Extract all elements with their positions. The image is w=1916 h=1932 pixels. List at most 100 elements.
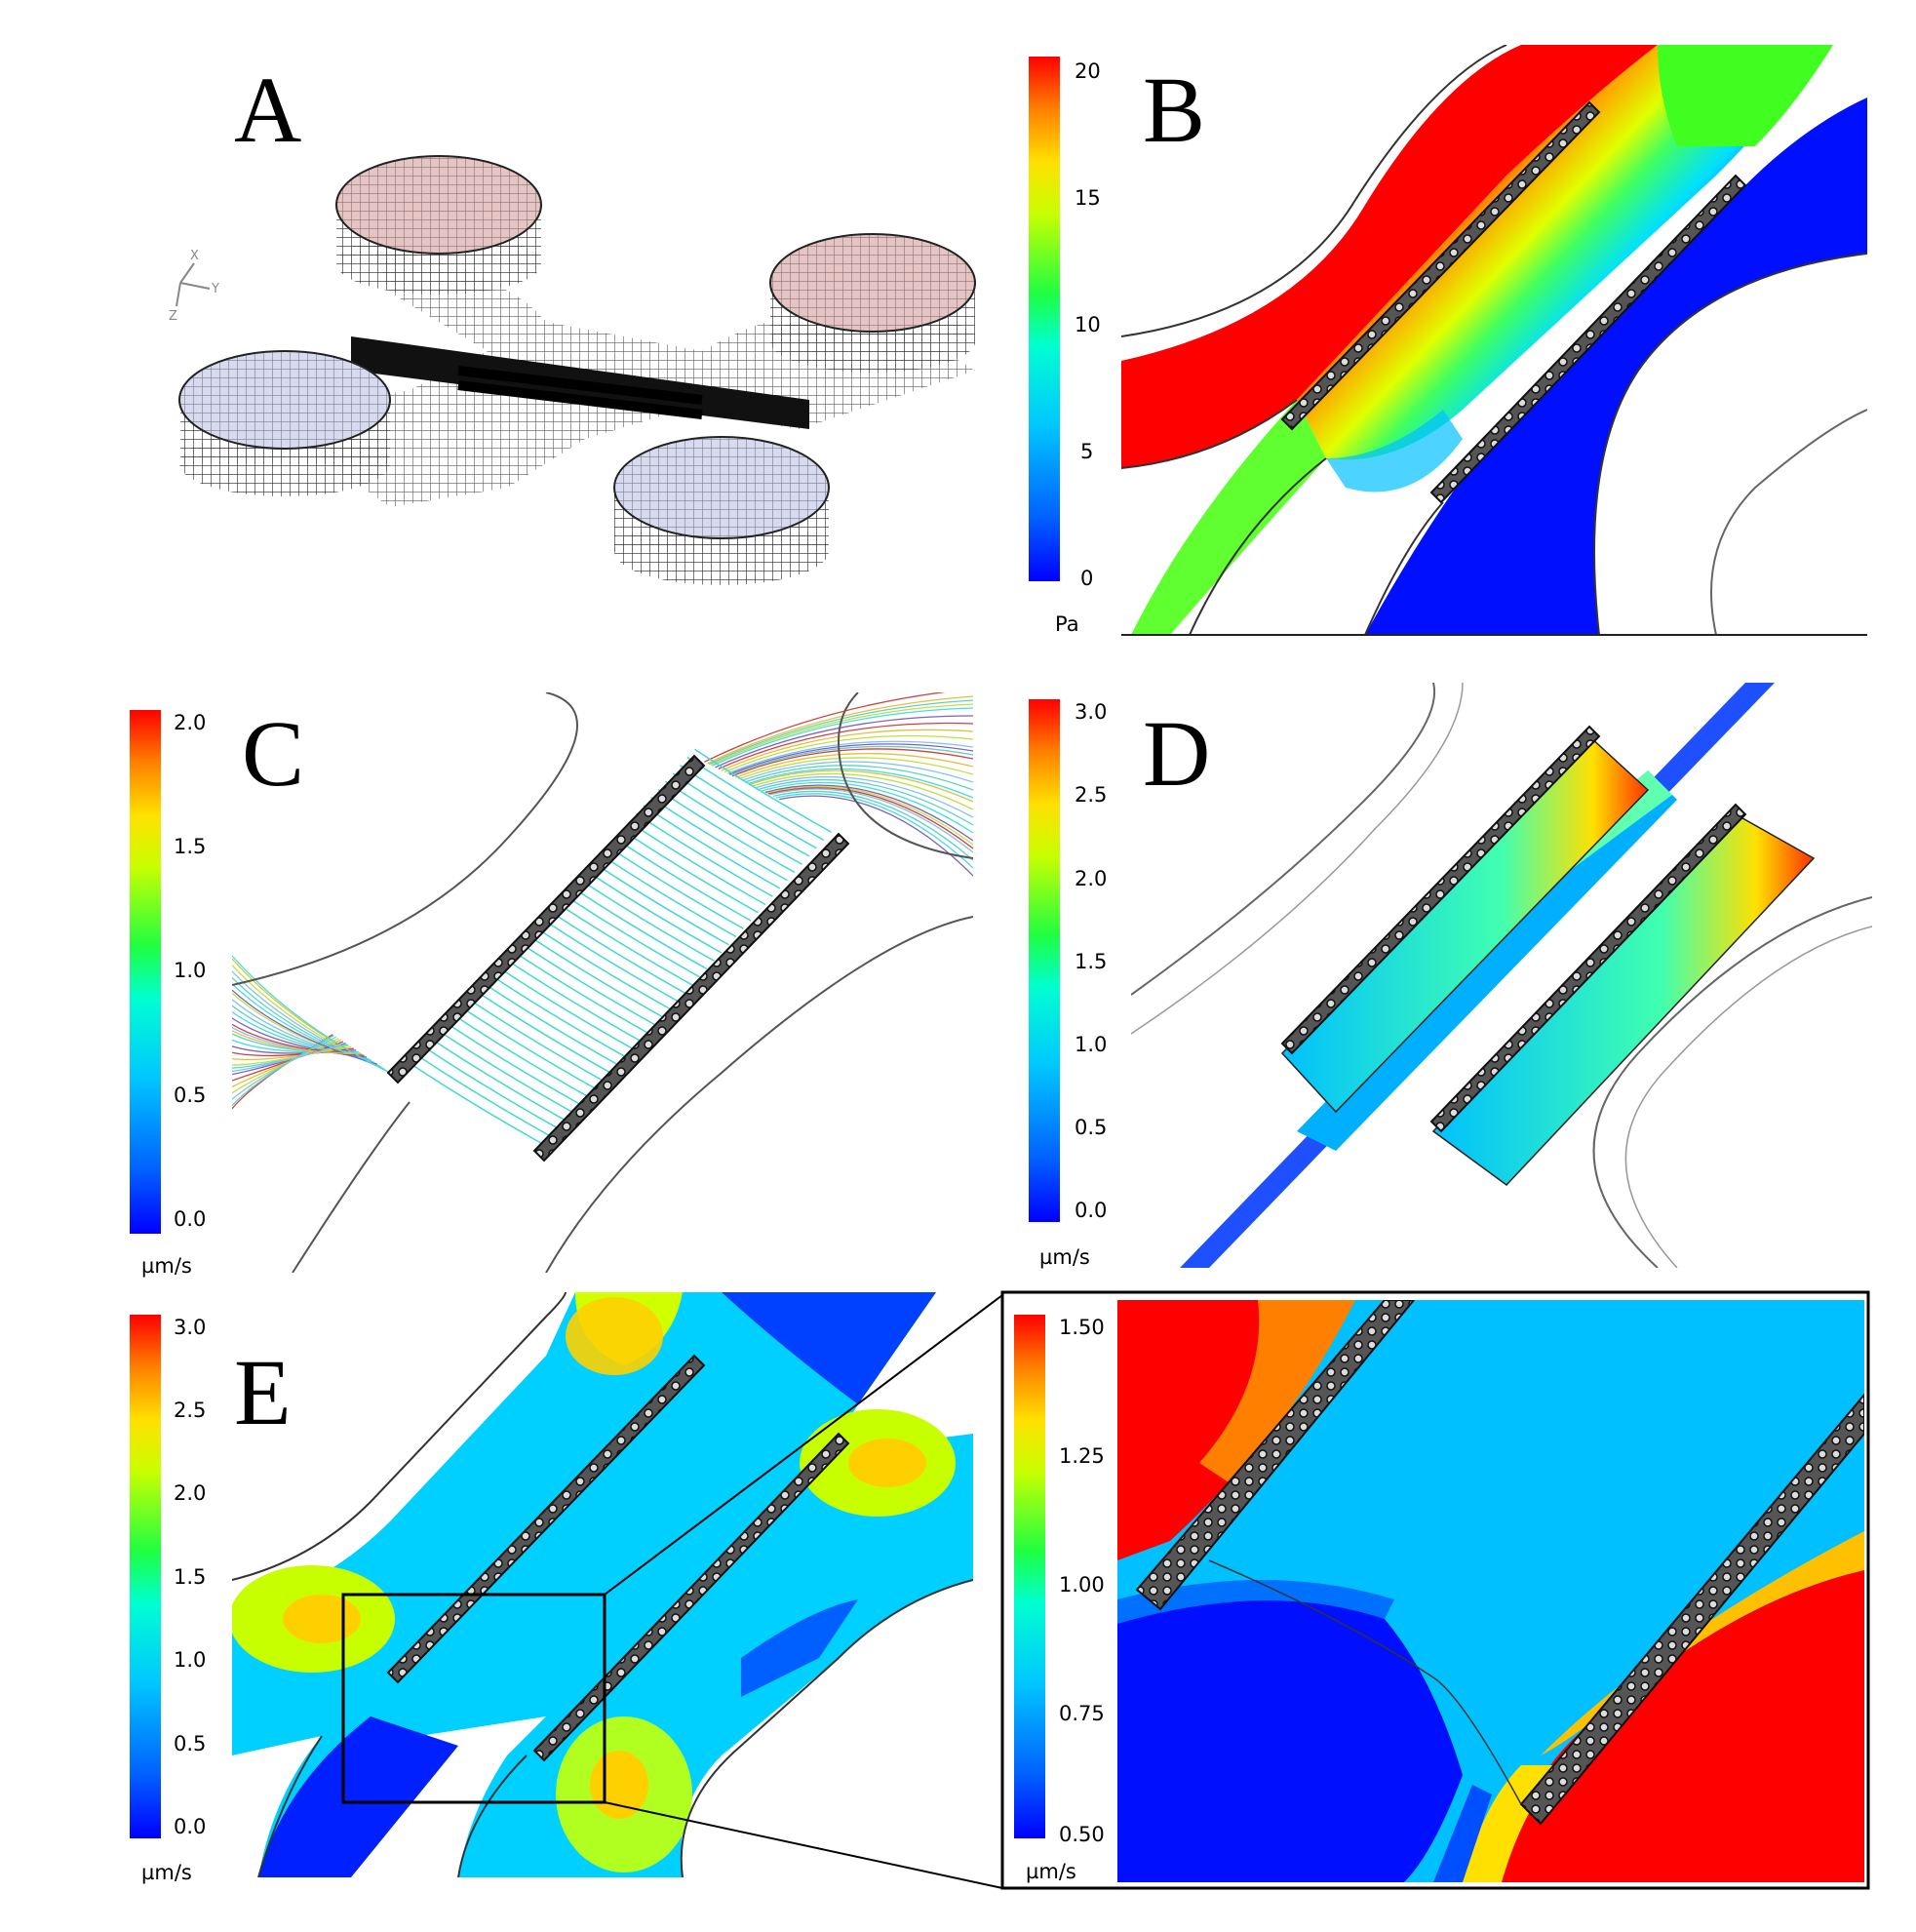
colorbar-e-tick: 2.5 [174,1399,206,1422]
panel-e-zoom: 1.50 1.25 1.00 0.75 0.50 µm/s [1000,1290,1870,1890]
streamline [694,748,832,833]
streamline [728,743,973,775]
zoomed-field [1117,1300,1864,1882]
streamline [599,852,737,938]
streamline [232,1043,347,1073]
colorbar-e-unit: µm/s [141,1861,192,1884]
colorbar-e-tick: 3.0 [174,1316,206,1339]
panel-a: A X Y Z [169,58,976,585]
panel-c: 2.0 1.5 1.0 0.5 0.0 µm/s C [130,692,973,1278]
streamline [569,885,708,970]
colorbar-b-unit: Pa [1055,612,1079,636]
streamline [759,778,973,826]
streamline [232,1035,334,1107]
streamline [232,1045,352,1061]
colorbar-e-tick: 1.5 [174,1565,206,1589]
axis-z-label: Z [169,309,177,324]
panel-label-a: A [234,58,301,162]
streamline [747,768,973,799]
streamline [715,715,973,769]
velocity-slices [1131,683,1872,1268]
streamline [232,955,391,1074]
colorbar-e-zoom-tick: 0.50 [1059,1823,1105,1846]
colorbar-c-tick: 1.0 [174,959,206,982]
streamline [672,772,810,857]
colorbar-e-zoom: 1.50 1.25 1.00 0.75 0.50 µm/s [1014,1315,1105,1883]
reservoir-bottom-right [613,436,830,585]
streamline [727,740,973,774]
streamline [636,812,773,897]
streamline [762,781,973,834]
streamline [756,775,973,818]
streamline [519,941,656,1026]
colorbar-d-tick: 3.0 [1075,700,1107,724]
streamline [730,745,973,776]
streamline [741,761,973,783]
streamline [779,795,973,877]
streamline [232,1030,363,1055]
streamline [452,1013,591,1099]
streamline [704,692,947,763]
colorbar-b-tick: 20 [1075,59,1101,83]
colorbar-b-tick: 15 [1075,186,1101,210]
streamline [232,1039,341,1087]
panel-e: 3.0 2.5 2.0 1.5 1.0 0.5 0.0 µm/s [130,1292,1003,1889]
colorbar-e-zoom-tick: 1.25 [1059,1444,1105,1468]
streamline [232,989,377,1065]
streamline [731,748,973,777]
streamline [767,787,973,849]
streamline [584,869,723,954]
colorbar-e-tick: 0.0 [174,1815,206,1838]
colorbar-b-tick: 10 [1075,313,1101,336]
pressure-field [1121,45,1867,635]
colorbar-d-tick: 2.0 [1075,867,1107,890]
axis-triad-a: X Y Z [169,249,219,324]
streamline [489,973,627,1058]
colorbar-c-tick: 0.0 [174,1207,206,1231]
streamline [613,837,752,922]
streamline [526,933,664,1018]
streamline [482,981,620,1067]
streamline [496,966,635,1050]
colorbar-d: 3.0 2.5 2.0 1.5 1.0 0.5 0.0 µm/s [1029,699,1107,1269]
colorbar-e-zoom-tick: 1.50 [1059,1316,1105,1339]
colorbar-c-tick: 2.0 [174,711,206,734]
streamline [650,797,788,882]
axis-y-label: Y [211,282,219,296]
streamline [232,1038,339,1094]
streamline [621,829,759,914]
streamline [769,788,973,853]
colorbar-e-zoom-tick: 0.75 [1059,1702,1105,1725]
colorbar-d-tick: 0.5 [1075,1116,1107,1139]
streamline [686,756,825,842]
streamline [766,785,973,846]
panel-d: 3.0 2.5 2.0 1.5 1.0 0.5 0.0 µm/s D [1029,683,1872,1269]
colorbar-b-tick: 0 [1080,567,1093,590]
panel-label-e: E [234,1340,292,1444]
colorbar-c-unit: µm/s [141,1254,192,1278]
panel-label-c: C [242,701,304,806]
colorbar-d-tick: 2.5 [1075,783,1107,807]
streamline [460,1005,598,1090]
streamline [592,861,729,946]
streamline [712,707,973,767]
streamline [563,893,700,978]
colorbar-d-tick: 1.5 [1075,950,1107,973]
colorbar-e-tick: 1.0 [174,1648,206,1672]
streamline [606,845,744,929]
panel-label-d: D [1143,701,1210,806]
reservoir-bottom-left [178,350,391,496]
streamline [721,729,973,771]
colorbar-e-tick: 0.5 [174,1732,206,1755]
streamline [416,1054,554,1139]
streamline [446,1022,583,1107]
streamline [555,901,693,986]
streamline [643,805,781,889]
streamline [533,926,671,1010]
streamline [628,820,766,906]
streamline [735,752,973,778]
streamline [772,790,973,861]
streamline [232,1041,344,1082]
panel-b: 20 15 10 5 0 Pa B [1029,45,1867,636]
